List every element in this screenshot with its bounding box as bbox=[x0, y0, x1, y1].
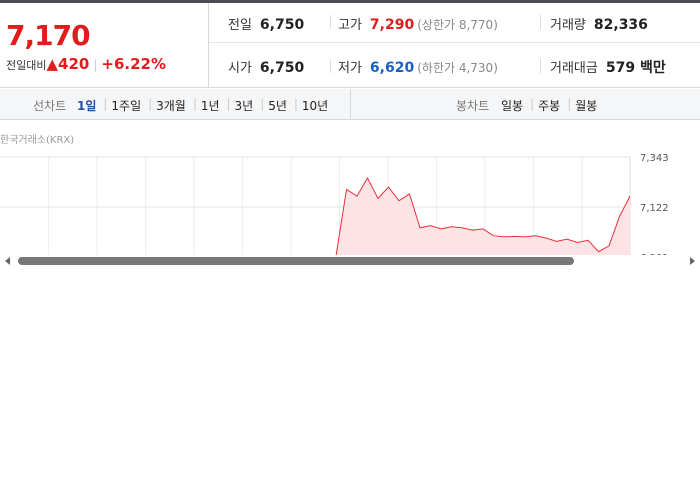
period-tab[interactable]: 10년 bbox=[301, 99, 329, 113]
stat-label: 거래대금 bbox=[550, 61, 598, 76]
price-box: 7,170 전일대비▲420 | +6.22% bbox=[0, 3, 209, 88]
stat-value: 579 백만 bbox=[605, 60, 666, 76]
stat: 고가 7,290 (상한가 8,770) bbox=[338, 14, 498, 33]
chart-tabs: 선차트 1일 | 1주일 | 3개월 | 1년 | 3년 | 5년 | 10년 봉차트 일봉 | 주봉 | 월봉 bbox=[0, 89, 700, 120]
y-tick-label: 7,343 bbox=[640, 153, 669, 164]
stat-value: 6,620 bbox=[369, 60, 415, 76]
change-rate: +6.22% bbox=[101, 55, 166, 73]
y-tick-label: 6,901 bbox=[640, 253, 669, 264]
divider: | bbox=[103, 97, 108, 111]
divider: | bbox=[192, 97, 197, 111]
divider bbox=[350, 89, 351, 119]
change-label: 전일대비 bbox=[6, 59, 47, 72]
source: 한국거래소(KRX) bbox=[0, 135, 75, 146]
period-tab[interactable]: 1년 bbox=[200, 99, 220, 113]
divider: | bbox=[567, 97, 572, 111]
stat: 거래량 82,336 bbox=[550, 14, 648, 33]
stat-label: 고가 bbox=[338, 18, 362, 33]
period-tab[interactable]: 3년 bbox=[234, 99, 254, 113]
candle-tab[interactable]: 월봉 bbox=[575, 99, 598, 113]
tab-label: 봉차트 bbox=[456, 99, 490, 113]
period-tab[interactable]: 1일 bbox=[77, 99, 97, 113]
stat: 저가 6,620 (하한가 4,730) bbox=[338, 57, 498, 76]
stat-value: 6,750 bbox=[259, 17, 305, 33]
stat-label: 전일 bbox=[228, 18, 252, 33]
divider: | bbox=[260, 97, 265, 111]
chart: 7,343 7,122 6,901 bbox=[0, 153, 695, 265]
change: 전일대비▲420 | +6.22% bbox=[6, 55, 166, 73]
change-arrow: ▲ bbox=[46, 55, 59, 73]
price-line bbox=[335, 176, 631, 255]
stat-value: 7,290 bbox=[369, 17, 415, 33]
divider: | bbox=[148, 97, 153, 111]
stat-label: 거래량 bbox=[550, 18, 586, 33]
change-value: 420 bbox=[58, 55, 90, 73]
divider: | bbox=[530, 97, 535, 111]
stat: 전일 6,750 bbox=[228, 14, 304, 33]
tab-label: 선차트 bbox=[33, 99, 67, 113]
period-tab[interactable]: 3개월 bbox=[156, 99, 186, 113]
quote-panel: 7,170 전일대비▲420 | +6.22% bbox=[0, 0, 700, 88]
period-tab[interactable]: 1주일 bbox=[111, 99, 142, 113]
stat-label: 저가 bbox=[338, 61, 362, 76]
stat: 시가 6,750 bbox=[228, 57, 304, 76]
stat-note: (하한가 4,730) bbox=[417, 61, 498, 75]
stat-value: 6,750 bbox=[259, 60, 305, 76]
scrollbar[interactable] bbox=[5, 257, 695, 265]
stat-label: 시가 bbox=[228, 61, 252, 76]
current-price: 7,170 bbox=[6, 19, 91, 52]
stat: 거래대금 579 백만 bbox=[550, 57, 666, 77]
divider: | bbox=[226, 97, 231, 111]
divider: | bbox=[293, 97, 298, 111]
candle-tab[interactable]: 일봉 bbox=[501, 99, 524, 113]
price-area bbox=[336, 178, 630, 255]
period-tab[interactable]: 5년 bbox=[268, 99, 287, 113]
stat-value: 82,336 bbox=[593, 17, 648, 33]
y-tick-label: 7,122 bbox=[640, 203, 669, 214]
candle-tab[interactable]: 주봉 bbox=[538, 99, 561, 113]
stat-note: (상한가 8,770) bbox=[417, 18, 498, 32]
